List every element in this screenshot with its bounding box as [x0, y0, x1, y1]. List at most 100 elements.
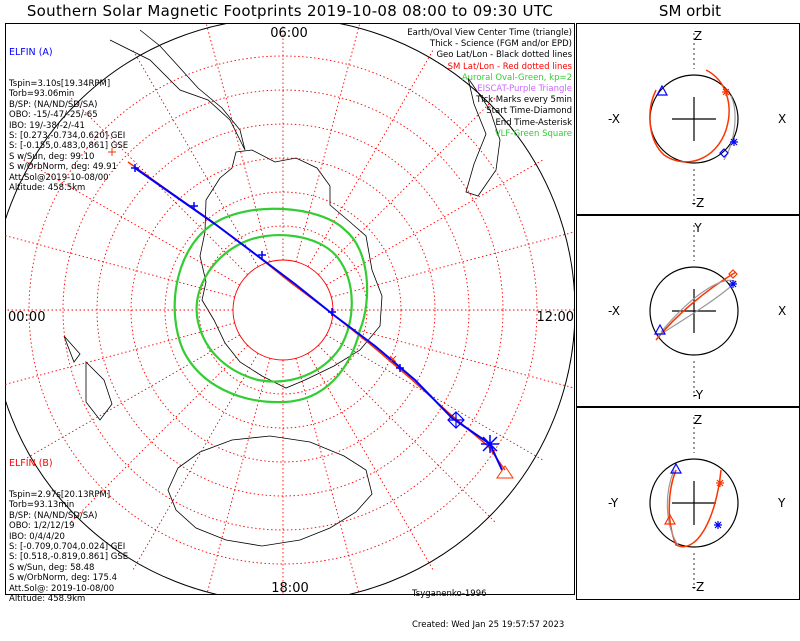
- elfin-b-info-line: S: [0.518,-0.819,0.861] GSE: [9, 552, 129, 563]
- antarctica-coastline: [199, 149, 383, 389]
- sm-lon-line: [5, 322, 235, 385]
- diamond-marker: [719, 148, 729, 158]
- sm-lon-line: [307, 353, 434, 571]
- sm-lon-spokes: [5, 24, 574, 594]
- map-legend: Earth/Oval View Center Time (triangle) Th…: [407, 28, 572, 140]
- legend-item: Earth/Oval View Center Time (triangle): [407, 28, 572, 38]
- sm-lon-line: [206, 358, 271, 594]
- elfin-a-info-line: S: [-0.155,0.483,0.861] GSE: [9, 141, 129, 152]
- elfin-a-info-line: Altitude: 458.5km: [9, 183, 86, 194]
- orbit-a-yz: [666, 469, 679, 546]
- sm-lon-line: [70, 97, 248, 275]
- sm-lon-line: [132, 49, 259, 267]
- legend-item: VLF-Green Square: [494, 128, 572, 139]
- legend-item: SM Lat/Lon - Red dotted lines: [447, 61, 572, 72]
- elfin-b-info-line: S w/Sun, deg: 58.48: [9, 562, 95, 573]
- elfin-b-track: [127, 161, 506, 471]
- sm-lon-line: [295, 24, 361, 262]
- elfin-a-info-line: S w/Sun, deg: 99.10: [9, 151, 95, 162]
- start-triangle-marker: [669, 462, 683, 474]
- axis-label-bottom: -Z: [692, 580, 705, 594]
- new-zealand-coastline: [63, 335, 113, 421]
- sm-orbit-plots: Z -Z -X X Y -Y -X X Z -Z -Y Y: [608, 29, 786, 594]
- asterisk-marker: [714, 521, 722, 529]
- elfin-a-track: [134, 167, 503, 471]
- orbit-a-xy: [657, 279, 737, 337]
- start-triangle-marker: [663, 513, 677, 525]
- axis-label-top: Z: [694, 413, 702, 427]
- axis-label-bottom: -Y: [693, 388, 704, 402]
- view-center-triangle: [496, 465, 514, 479]
- axis-label-right: Y: [777, 496, 786, 510]
- legend-item: Geo Lat/Lon - Black dotted lines: [436, 50, 572, 61]
- start-triangle-marker: [655, 84, 669, 96]
- legend-item: Start Time-Diamond: [486, 106, 572, 117]
- sm-lon-line: [70, 345, 248, 523]
- elfin-b-info-line: S: [-0.709,0.704,0.024] GEI: [9, 542, 126, 553]
- elfin-b-info-line: Att.Sol@: 2019-10-08/00: [9, 583, 115, 594]
- sm-lon-line: [331, 322, 573, 389]
- elfin-a-info-line: Att.Sol@2019-10-08/00: [9, 172, 109, 183]
- elfin-a-info-line: B/SP: (NA/ND/SD/SA): [9, 99, 98, 110]
- elfin-a-info-line: Torb=93.06min: [9, 89, 75, 100]
- axis-label-top: Z: [694, 29, 702, 43]
- auroral-oval-inner: [195, 233, 353, 383]
- end-asterisk-marker: [481, 435, 499, 453]
- sm-lon-line: [132, 353, 259, 571]
- sm-lon-line: [318, 97, 496, 275]
- sm-lon-line: [22, 334, 240, 461]
- model-credit: Tsyganenko-1996: [412, 588, 487, 599]
- auroral-oval-outer: [173, 207, 369, 404]
- axis-label-left: -Y: [608, 496, 619, 510]
- time-label-bottom: 18:00: [271, 581, 308, 596]
- elfin-b-info-line: IBO: 0/4/4/20: [9, 531, 65, 542]
- sm-lon-line: [326, 159, 544, 286]
- legend-item: EISCAT-Purple Triangle: [477, 84, 572, 95]
- legend-item: Tick Marks every 5min: [476, 95, 572, 106]
- orbit-b-yz: [668, 469, 722, 548]
- elfin-a-info-line: S w/OrbNorm, deg: 49.91: [9, 162, 118, 173]
- elfin-a-info-line: IBO: 19/-38/-2/-41: [9, 120, 85, 131]
- south-america-coastline: [109, 29, 246, 151]
- plot-title: Southern Solar Magnetic Footprints 2019-…: [26, 2, 554, 20]
- elfin-a-info-line: OBO: -15/-47/-25/-65: [9, 110, 98, 121]
- elfin-b-info-line: Altitude: 458.9km: [9, 594, 86, 605]
- time-label-right: 12:00: [537, 310, 574, 325]
- elfin-b-ticks: [108, 148, 397, 363]
- sm-lon-line: [22, 159, 240, 286]
- australia-coastline: [167, 435, 373, 547]
- start-triangle-marker: [653, 323, 667, 335]
- elfin-a-info-line: Tspin=3.10s[19.34RPM]: [9, 79, 111, 90]
- legend-item: Auroral Oval-Green, kp=2: [461, 72, 572, 83]
- earth-circle: [649, 458, 739, 548]
- time-label-left: 00:00: [8, 310, 45, 325]
- asterisk-marker: [729, 280, 737, 288]
- axis-label-top: Y: [693, 221, 702, 235]
- diamond-marker: [728, 269, 738, 279]
- footprint-map: 06:00 00:00 12:00 18:00: [5, 24, 574, 596]
- axis-label-right: X: [778, 112, 786, 126]
- elfin-b-title: ELFIN (B): [9, 457, 53, 469]
- time-label-top: 06:00: [270, 26, 307, 41]
- sm-lon-line: [205, 24, 271, 262]
- africa-coastline: [465, 77, 501, 197]
- elfin-b-info-line: OBO: 1/2/12/19: [9, 521, 75, 532]
- start-diamond-marker: [447, 411, 465, 429]
- earth-circle: [649, 266, 739, 356]
- sm-lon-line: [295, 358, 360, 594]
- asterisk-marker: [730, 138, 738, 146]
- sm-orbit-title: SM orbit: [658, 2, 722, 20]
- sm-lon-line: [331, 231, 573, 298]
- created-timestamp: Created: Wed Jan 25 19:57:57 2023: [412, 620, 565, 631]
- sm-lon-line: [307, 49, 434, 267]
- asterisk-marker: [716, 479, 724, 487]
- elfin-a-ticks: [131, 164, 404, 372]
- sm-lon-line: [326, 334, 544, 461]
- orbit-b-xz: [649, 69, 730, 163]
- orbit-b-xy: [655, 271, 737, 341]
- elfin-b-info-line: Torb=93.13min: [9, 500, 75, 511]
- sm-lon-line: [5, 235, 235, 298]
- elfin-b-info: ELFIN (B) Tspin=2.97s[20.13RPM] Torb=93.1…: [9, 438, 128, 615]
- elfin-b-info-line: S w/OrbNorm, deg: 175.4: [9, 573, 118, 584]
- credits: Tsyganenko-1996 Created: Wed Jan 25 19:5…: [412, 568, 564, 641]
